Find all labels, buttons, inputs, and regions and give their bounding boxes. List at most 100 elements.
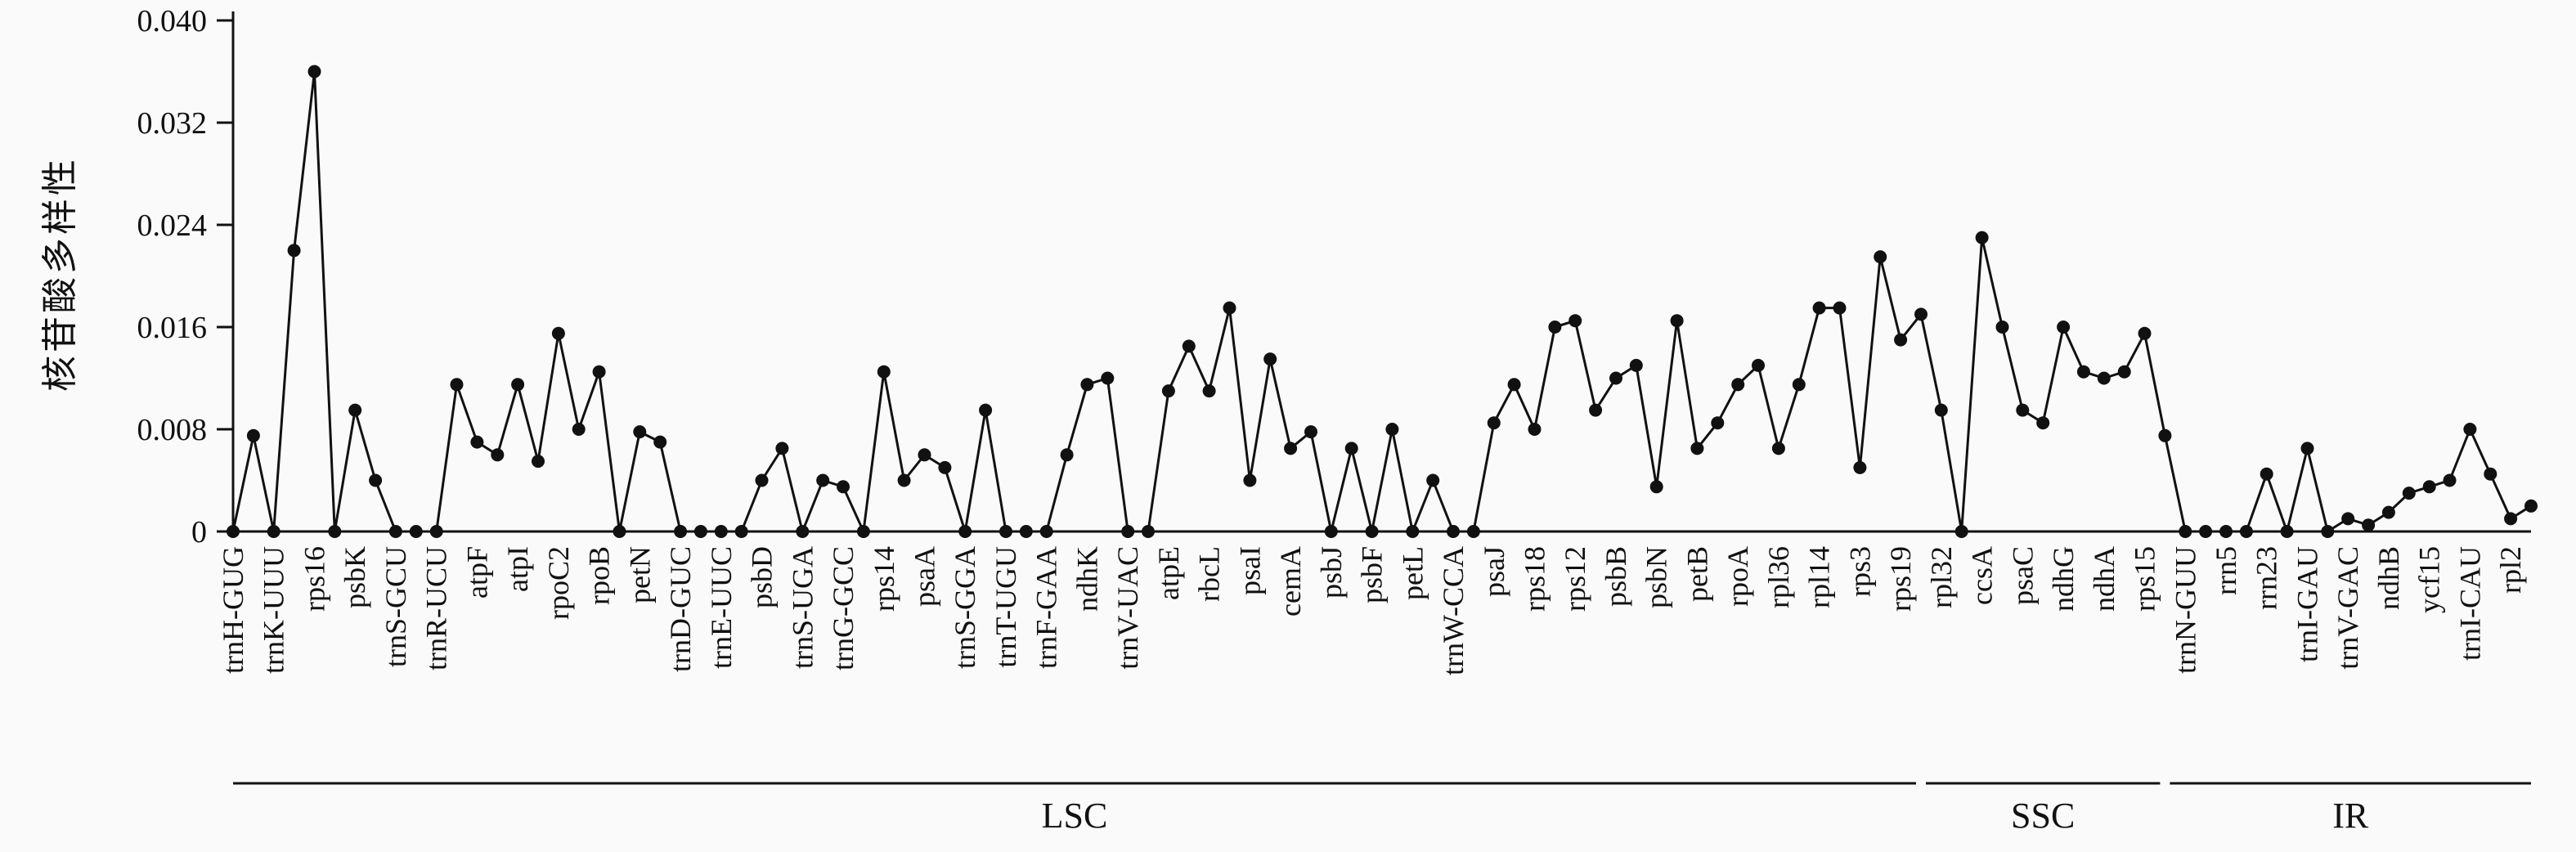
x-tick-label: psaA	[909, 546, 941, 607]
data-point	[877, 365, 891, 379]
data-point	[2402, 487, 2416, 500]
data-point	[1039, 525, 1053, 538]
data-point	[1914, 307, 1928, 321]
data-point	[1324, 525, 1338, 538]
data-point	[1792, 378, 1806, 392]
data-point	[1954, 525, 1968, 538]
x-tick-label: trnI-CAU	[2453, 546, 2486, 661]
x-tick-label: psbF	[1356, 546, 1389, 603]
x-tick-label: trnT-UGU	[990, 546, 1022, 668]
data-point	[2036, 416, 2050, 430]
data-point	[755, 473, 769, 487]
data-point	[572, 423, 586, 436]
x-tick-label: ccsA	[1966, 546, 1999, 605]
data-point	[2280, 525, 2294, 538]
data-point	[2300, 442, 2314, 455]
x-tick-label: trnD-GUC	[664, 546, 697, 672]
data-point	[470, 435, 484, 449]
data-point	[613, 525, 626, 538]
x-tick-label: rps15	[2129, 546, 2161, 612]
data-point	[979, 403, 993, 417]
data-point	[897, 473, 911, 487]
data-point	[1019, 525, 1033, 538]
data-point	[2381, 505, 2395, 519]
data-point	[1752, 358, 1765, 372]
y-tick-label: 0.032	[137, 106, 208, 141]
data-point	[2239, 525, 2253, 538]
data-point	[1182, 339, 1196, 353]
x-tick-label: rps14	[868, 546, 900, 612]
data-point	[2179, 525, 2192, 538]
data-point	[2097, 371, 2111, 385]
data-point	[532, 455, 545, 469]
data-point	[287, 244, 301, 258]
data-point	[511, 378, 525, 392]
x-tick-label: trnS-GCU	[379, 546, 412, 667]
data-point	[1894, 333, 1908, 347]
data-point	[1771, 442, 1785, 455]
x-tick-label: rrn23	[2251, 546, 2283, 610]
data-point	[938, 460, 952, 474]
data-point	[816, 473, 830, 487]
data-point	[1731, 378, 1745, 392]
x-tick-label: cemA	[1274, 546, 1307, 617]
x-tick-label: trnN-GUU	[2169, 546, 2201, 674]
data-point	[2504, 512, 2518, 526]
x-tick-label: petN	[623, 546, 656, 603]
data-point	[1142, 525, 1155, 538]
data-point	[491, 448, 505, 462]
region-label: SSC	[2011, 796, 2075, 836]
data-point	[1629, 358, 1643, 372]
data-point	[1995, 321, 2009, 334]
data-point	[2057, 321, 2071, 334]
data-point	[369, 473, 383, 487]
data-point	[1223, 301, 1236, 315]
data-point	[2484, 467, 2497, 481]
region-brackets: LSC SSC IR	[233, 782, 2531, 836]
data-point	[328, 525, 342, 538]
x-tick-label: atpI	[501, 546, 534, 592]
x-tick-label: rps3	[1843, 546, 1876, 597]
y-tick-label: 0	[191, 515, 207, 549]
data-point	[775, 442, 789, 455]
data-point	[409, 525, 423, 538]
x-tick-label: psaI	[1233, 546, 1266, 595]
data-point	[592, 365, 606, 379]
data-point	[2219, 525, 2233, 538]
x-tick-label: trnE-UUC	[705, 546, 738, 669]
x-tick-label: ndhA	[2088, 546, 2120, 612]
x-tick-label: petL	[1396, 546, 1429, 600]
data-point	[1101, 371, 1115, 385]
y-axis-ticks: 0 0.008 0.016 0.024 0.032 0.040	[137, 4, 233, 549]
data-point	[734, 525, 748, 538]
x-tick-label: trnV-GAC	[2331, 546, 2364, 670]
data-point	[1304, 425, 1317, 439]
data-point	[2076, 365, 2090, 379]
axes	[231, 11, 2531, 533]
x-tick-label: rps19	[1884, 546, 1917, 612]
x-tick-label: rps18	[1519, 546, 1551, 612]
data-point	[1874, 250, 1887, 264]
y-tick-label: 0.040	[137, 4, 208, 38]
x-tick-label: psbN	[1640, 546, 1673, 608]
x-tick-label: trnR-UCU	[420, 546, 453, 670]
y-tick-label: 0.024	[137, 209, 208, 243]
data-point	[1690, 442, 1704, 455]
data-point	[1487, 416, 1501, 430]
y-tick-label: 0.016	[137, 311, 208, 345]
data-point	[1243, 473, 1257, 487]
data-point	[2422, 480, 2436, 494]
data-point	[2362, 518, 2376, 532]
data-point	[1161, 384, 1175, 398]
data-point	[1080, 378, 1094, 392]
x-axis-labels: trnH-GUG trnK-UUU rps16 psbK trnS-GCU trnR-UC…	[217, 546, 2527, 675]
data-point	[958, 525, 972, 538]
data-point	[796, 525, 810, 538]
data-point	[2463, 423, 2477, 436]
data-point	[1406, 525, 1420, 538]
data-point	[1426, 473, 1440, 487]
data-point	[348, 403, 362, 417]
x-tick-label: rps12	[1559, 546, 1591, 612]
